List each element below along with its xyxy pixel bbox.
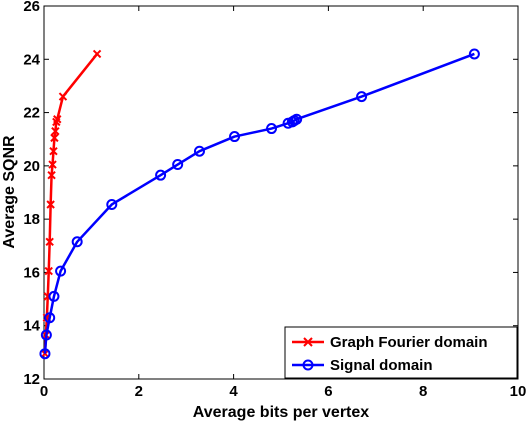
data-point-graph-fourier: [45, 237, 54, 246]
legend-box: [284, 326, 518, 379]
y-tick-label: 12: [23, 371, 40, 388]
x-marker-stroke: [50, 133, 59, 143]
x-marker-stroke: [46, 200, 55, 209]
plot-area: [43, 5, 519, 380]
data-point-signal: [229, 131, 241, 143]
legend-label-signal: Signal domain: [330, 357, 433, 374]
series-signal: [39, 48, 480, 360]
legend: Graph Fourier domain Signal domain: [284, 326, 518, 379]
x-marker-stroke: [58, 92, 68, 101]
x-marker-stroke: [44, 266, 53, 276]
data-point-graph-fourier: [58, 92, 68, 101]
data-point-signal: [193, 145, 205, 157]
x-tick-label: 6: [324, 383, 332, 400]
x-marker-stroke: [47, 170, 56, 180]
data-point-signal: [48, 290, 60, 302]
x-tick-label: 2: [135, 383, 143, 400]
x-marker-stroke: [48, 160, 57, 169]
data-point-signal: [172, 159, 184, 171]
x-marker-stroke: [49, 146, 58, 156]
data-point-signal: [155, 169, 167, 181]
legend-marker-signal: [302, 359, 314, 371]
y-tick-label: 20: [23, 158, 40, 175]
x-marker-stroke: [45, 237, 54, 246]
y-tick-label: 14: [23, 318, 40, 335]
data-point-signal: [356, 91, 368, 103]
data-point-signal: [40, 329, 52, 341]
x-tick-label: 8: [419, 383, 427, 400]
legend-label-graph-fourier: Graph Fourier domain: [330, 334, 488, 351]
y-tick-label: 26: [23, 0, 40, 15]
y-tick-label: 24: [23, 51, 40, 68]
series-layer: [39, 48, 480, 360]
x-marker-stroke: [92, 49, 102, 59]
data-point-graph-fourier: [47, 170, 56, 180]
data-point-graph-fourier: [92, 49, 102, 59]
legend-marker-graph-fourier: [303, 337, 313, 347]
y-axis-ticks: 12 14 16 18 20 22 24 26: [23, 0, 518, 388]
data-point-signal: [55, 265, 67, 277]
y-axis-title: Average SQNR: [1, 135, 18, 249]
data-point-graph-fourier: [48, 160, 57, 169]
x-tick-label: 10: [510, 383, 527, 400]
data-point-graph-fourier: [51, 127, 60, 136]
data-point-graph-fourier: [53, 115, 62, 124]
y-tick-label: 16: [23, 264, 40, 281]
x-axis-title: Average bits per vertex: [193, 404, 369, 421]
x-marker-stroke: [53, 115, 62, 124]
x-tick-label: 0: [40, 383, 48, 400]
data-point-graph-fourier: [44, 266, 53, 276]
data-point-graph-fourier: [50, 133, 59, 143]
data-point-graph-fourier: [46, 200, 55, 209]
data-point-signal: [468, 48, 480, 60]
x-tick-label: 4: [229, 383, 238, 400]
data-point-signal: [39, 348, 51, 360]
data-point-signal: [71, 236, 83, 248]
data-point-signal: [291, 113, 303, 125]
x-marker-stroke: [51, 127, 60, 136]
y-tick-label: 18: [23, 211, 40, 228]
data-point-graph-fourier: [49, 146, 58, 156]
data-point-signal: [106, 198, 118, 210]
data-point-signal: [44, 312, 56, 324]
x-axis-ticks: 0 2 4 6 8 10: [40, 6, 527, 400]
y-tick-label: 22: [23, 105, 40, 122]
data-point-signal: [266, 123, 278, 135]
